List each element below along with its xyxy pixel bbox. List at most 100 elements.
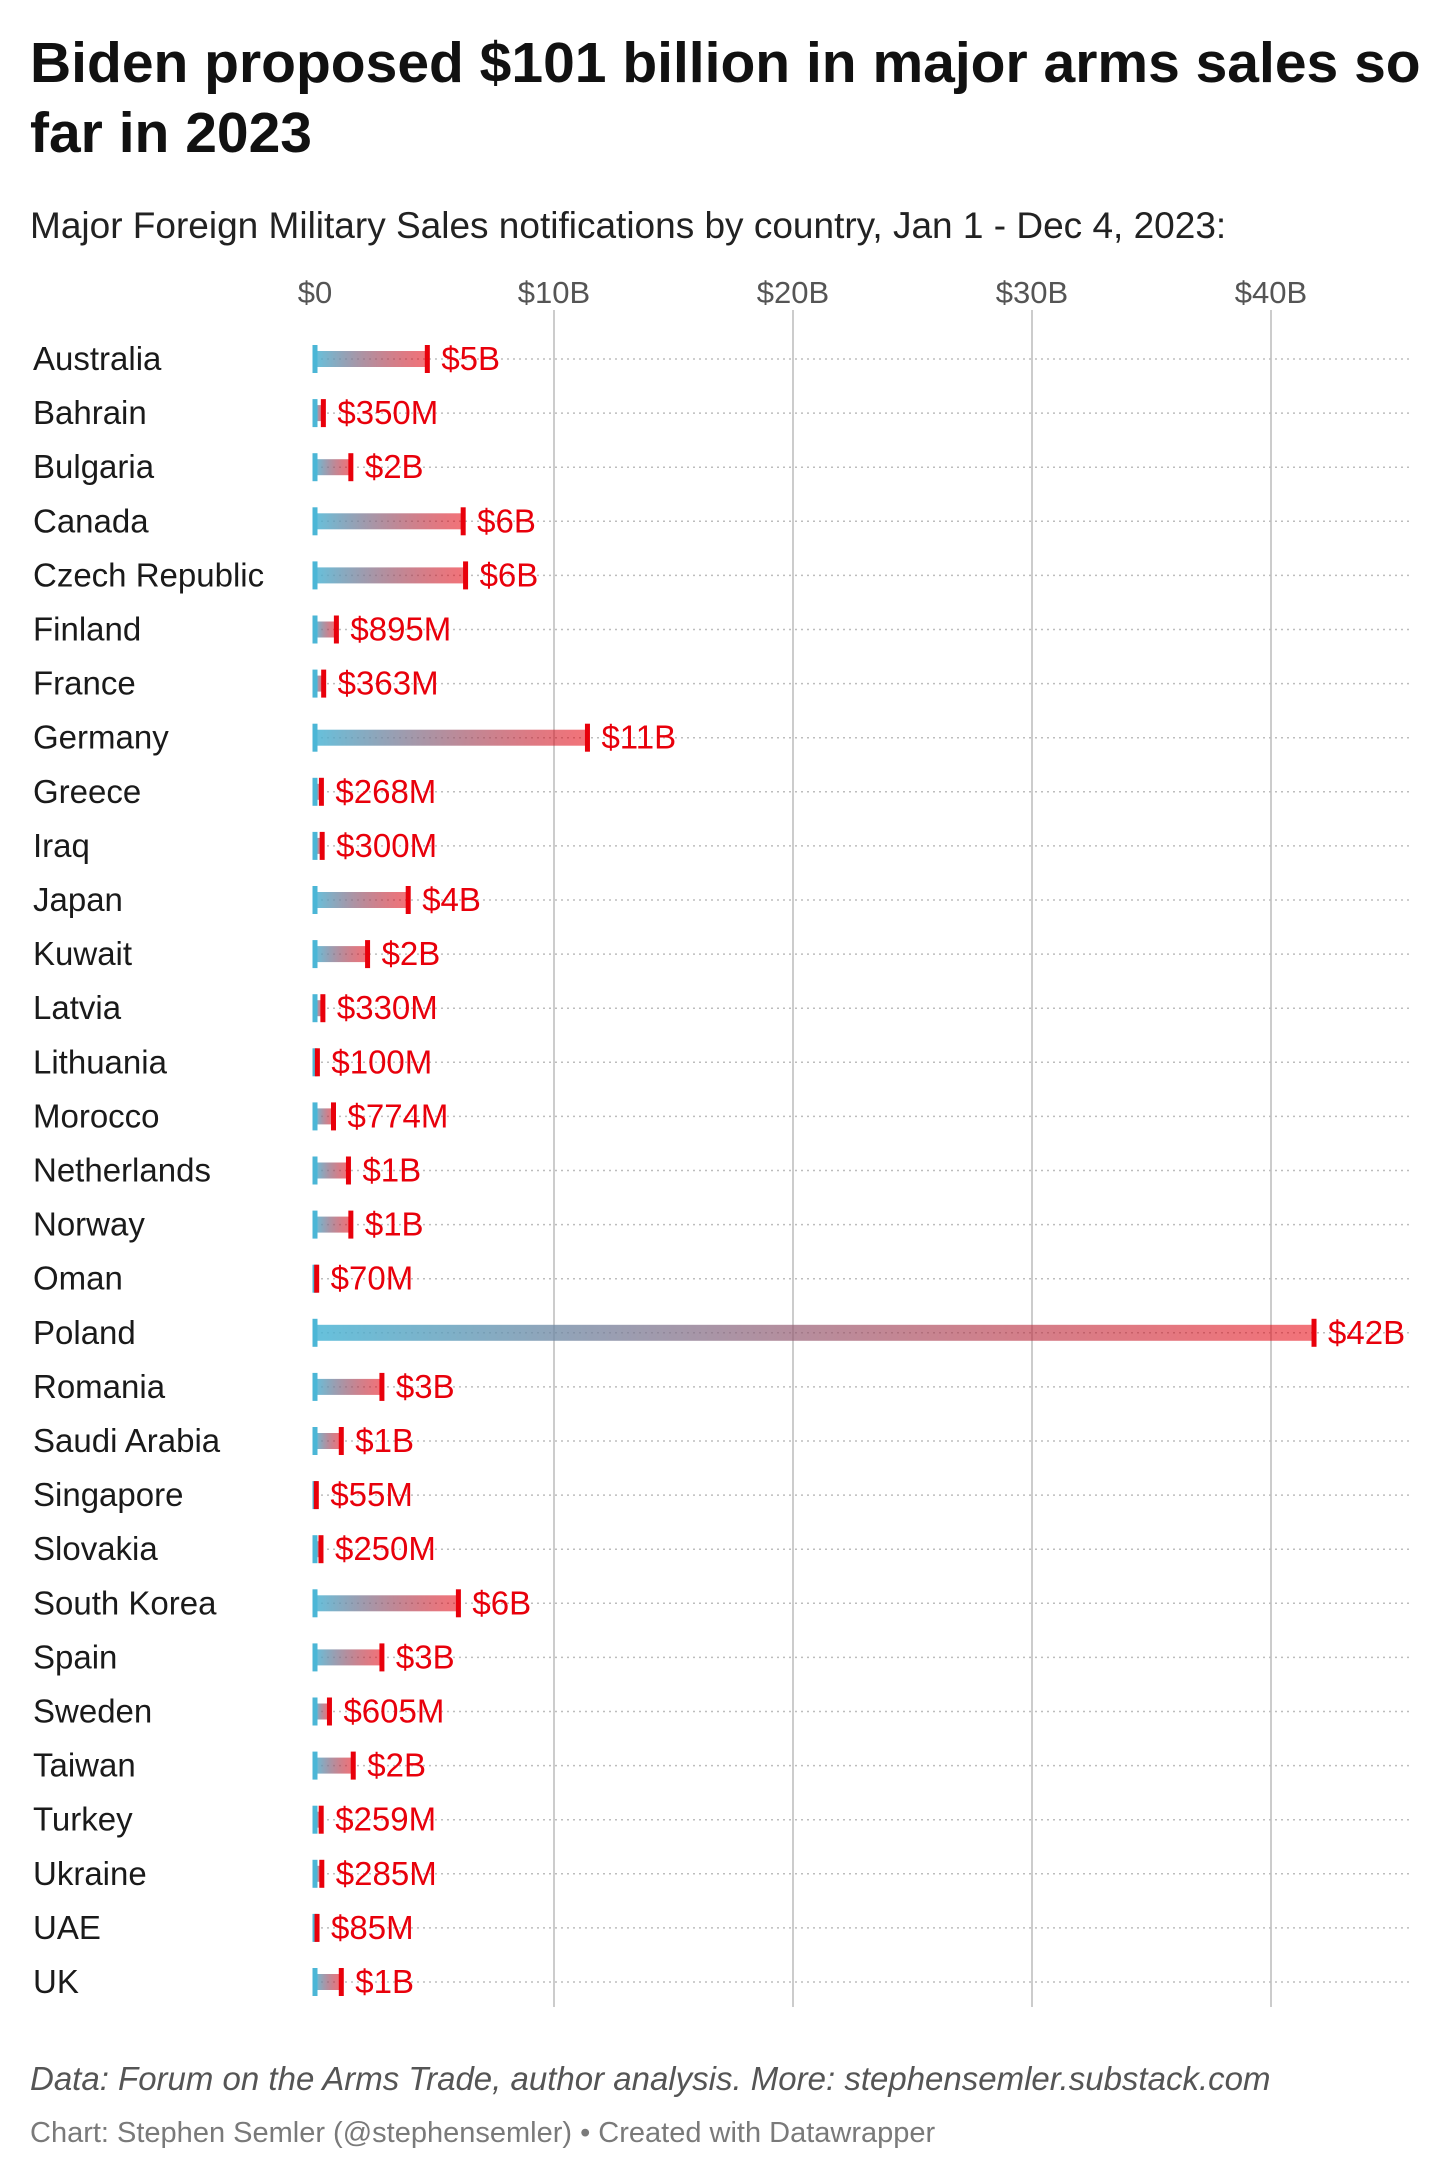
- bar-start-marker: [312, 399, 318, 428]
- bar: [315, 1108, 334, 1125]
- bar: [315, 621, 337, 638]
- bar: [315, 783, 322, 800]
- x-tick-label: $20B: [757, 275, 829, 310]
- data-label: $330M: [337, 989, 438, 1026]
- data-label: $6B: [477, 502, 536, 539]
- bar-end-marker: [365, 940, 371, 969]
- bar-end-marker: [319, 1859, 325, 1888]
- bar-start-marker: [312, 1427, 318, 1455]
- data-label: $3B: [396, 1638, 455, 1675]
- bar-start-marker: [312, 994, 318, 1023]
- category-label: France: [33, 665, 136, 702]
- category-label: Spain: [33, 1638, 117, 1675]
- chart-subtitle: Major Foreign Military Sales notificatio…: [30, 205, 1227, 246]
- bar: [315, 1865, 322, 1882]
- data-label: $42B: [1328, 1314, 1405, 1351]
- data-label: $85M: [331, 1909, 414, 1946]
- bar: [315, 1433, 342, 1449]
- bar-end-marker: [455, 1589, 461, 1618]
- bar-end-marker: [345, 1156, 351, 1185]
- bar-start-marker: [312, 453, 318, 482]
- category-label: Turkey: [33, 1801, 133, 1838]
- bar-end-marker: [405, 886, 411, 914]
- category-label: Singapore: [33, 1476, 183, 1513]
- data-label: $2B: [367, 1747, 426, 1784]
- bar: [315, 1216, 351, 1233]
- data-label: $1B: [365, 1206, 424, 1243]
- data-label: $350M: [337, 394, 438, 431]
- data-label: $774M: [347, 1097, 448, 1134]
- bar-end-marker: [330, 1102, 336, 1131]
- bar-end-marker: [318, 777, 324, 806]
- category-label: Norway: [33, 1206, 145, 1243]
- bar-end-marker: [350, 1751, 356, 1780]
- bar-start-marker: [312, 1859, 318, 1888]
- category-label: Bulgaria: [33, 448, 155, 485]
- data-label: $4B: [422, 881, 481, 918]
- bar: [315, 1000, 323, 1017]
- category-label: Germany: [33, 719, 169, 756]
- bar-start-marker: [312, 1372, 318, 1401]
- bar-end-marker: [333, 615, 339, 644]
- bar-start-marker: [312, 1318, 318, 1347]
- data-label: $3B: [396, 1368, 455, 1405]
- bar: [315, 405, 324, 422]
- bar-end-marker: [321, 669, 327, 698]
- category-label: Latvia: [33, 989, 122, 1026]
- bar-end-marker: [348, 1210, 354, 1239]
- source-note: Data: Forum on the Arms Trade, author an…: [30, 2060, 1271, 2097]
- bar: [315, 1162, 349, 1179]
- bar-end-marker: [338, 1427, 344, 1455]
- data-label: $605M: [343, 1693, 444, 1730]
- data-label: $895M: [350, 611, 451, 648]
- data-label: $6B: [472, 1584, 531, 1621]
- bar-start-marker: [312, 561, 318, 590]
- bar-start-marker: [312, 615, 318, 644]
- bar: [315, 1649, 382, 1666]
- category-label: Oman: [33, 1260, 123, 1297]
- category-label: Saudi Arabia: [33, 1422, 221, 1459]
- bar-start-marker: [312, 1697, 318, 1726]
- data-label: $55M: [330, 1476, 413, 1513]
- category-label: Romania: [33, 1368, 166, 1405]
- bar: [315, 1703, 330, 1720]
- data-label: $300M: [336, 827, 437, 864]
- bar-end-marker: [379, 1643, 385, 1672]
- category-label: Morocco: [33, 1097, 160, 1134]
- bar-start-marker: [312, 345, 318, 373]
- bar-end-marker: [424, 345, 430, 373]
- bar: [315, 1324, 1315, 1341]
- category-label: Czech Republic: [33, 556, 264, 593]
- category-label: Slovakia: [33, 1530, 158, 1567]
- bar: [315, 567, 466, 584]
- category-label: Lithuania: [33, 1043, 168, 1080]
- data-label: $5B: [441, 340, 500, 377]
- bar-start-marker: [312, 1210, 318, 1239]
- bar-end-marker: [463, 561, 469, 590]
- bar-start-marker: [312, 1102, 318, 1131]
- bar-start-marker: [312, 940, 318, 969]
- category-label: Finland: [33, 611, 141, 648]
- bar-start-marker: [312, 723, 318, 752]
- bar-start-marker: [312, 1643, 318, 1672]
- bar-end-marker: [338, 1968, 344, 1996]
- bar: [315, 1595, 459, 1612]
- bar: [315, 459, 351, 476]
- category-label: Netherlands: [33, 1152, 211, 1189]
- bar-end-marker: [318, 1805, 324, 1834]
- data-label: $1B: [355, 1422, 414, 1459]
- bar-end-marker: [1311, 1318, 1317, 1347]
- bar-start-marker: [312, 507, 318, 536]
- data-label: $11B: [601, 719, 676, 756]
- bar: [315, 1811, 322, 1828]
- bar-end-marker: [320, 399, 326, 428]
- credit-note: Chart: Stephen Semler (@stephensemler) •…: [30, 2117, 936, 2149]
- data-label: $70M: [331, 1260, 414, 1297]
- bar: [315, 513, 464, 530]
- category-label: Japan: [33, 881, 123, 918]
- bar: [315, 946, 368, 963]
- category-label: UK: [33, 1963, 79, 2000]
- category-label: Greece: [33, 773, 141, 810]
- bar-end-marker: [314, 1913, 320, 1942]
- bar-end-marker: [460, 507, 466, 536]
